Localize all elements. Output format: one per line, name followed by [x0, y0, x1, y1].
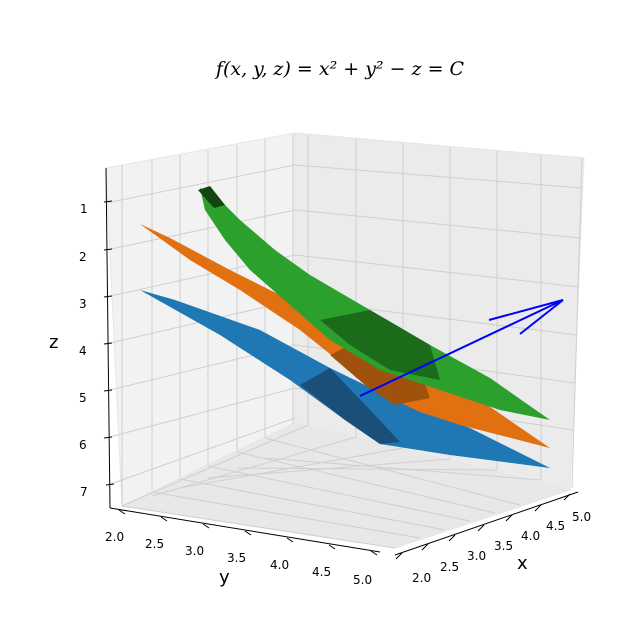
surface-green-shadow [198, 186, 225, 208]
x-tick-label: 2.0 [412, 571, 431, 585]
y-ticks: 2.0 2.5 3.0 3.5 4.0 4.5 5.0 [105, 509, 378, 587]
y-tick-label: 3.5 [227, 551, 246, 565]
z-ticks: 1 2 3 4 5 6 7 [79, 200, 115, 499]
y-tick-label: 3.0 [185, 544, 204, 558]
z-tick-label: 2 [79, 250, 87, 264]
surface-blue [140, 290, 550, 468]
y-tick-label: 2.0 [105, 530, 124, 544]
z-tick-label: 1 [80, 202, 88, 216]
surfaces [140, 186, 550, 468]
x-axis-label: x [517, 553, 528, 574]
x-ticks: 2.0 2.5 3.0 3.5 4.0 4.5 5.0 [395, 493, 591, 585]
gradient-arrow [359, 299, 564, 397]
surface-green [200, 188, 550, 420]
x-tick-label: 3.5 [494, 539, 513, 553]
z-tick-label: 4 [79, 344, 87, 358]
surface-blue-shadow [300, 368, 400, 444]
y-tick-label: 4.0 [270, 558, 289, 572]
x-tick-label: 2.5 [440, 560, 459, 574]
z-axis-line [105, 167, 111, 509]
x-tick-label: 4.5 [546, 519, 565, 533]
axis-lines [105, 167, 579, 556]
x-axis-line [394, 491, 579, 556]
x-tick-label: 5.0 [572, 510, 591, 524]
z-axis-label: z [49, 332, 58, 353]
z-tick-label: 5 [79, 391, 87, 405]
z-tick-label: 3 [79, 297, 87, 311]
y-axis-line [109, 507, 381, 553]
x-tick-label: 4.0 [521, 529, 540, 543]
x-tick-label: 3.0 [467, 549, 486, 563]
y-tick-label: 5.0 [353, 573, 372, 587]
y-tick-label: 4.5 [312, 565, 331, 579]
chart-title: f(x, y, z) = x² + y² − z = C [214, 58, 465, 80]
y-tick-label: 2.5 [145, 537, 164, 551]
z-tick-label: 6 [79, 438, 87, 452]
z-tick-label: 7 [80, 485, 88, 499]
y-axis-label: y [219, 567, 230, 588]
surface-orange-shadow [330, 340, 430, 405]
surface-green-dark [320, 310, 440, 380]
